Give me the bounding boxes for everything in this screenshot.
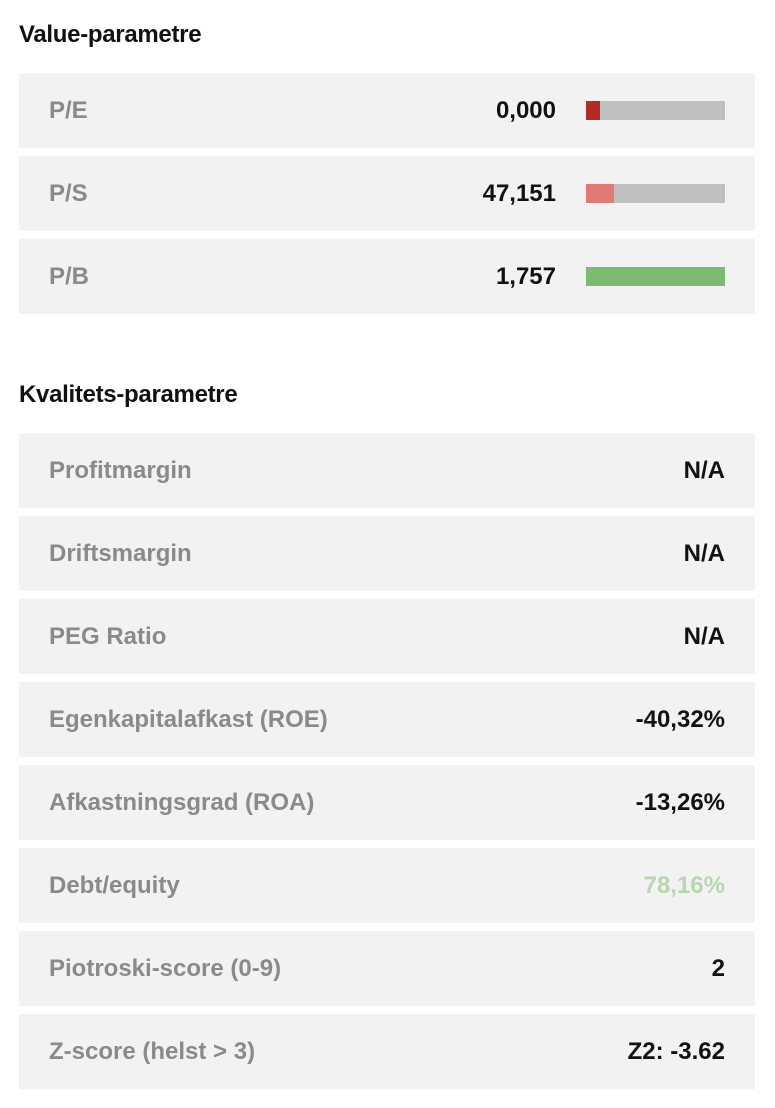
value-row-pe: P/E 0,000 [19, 73, 755, 148]
value-row-ps: P/S 47,151 [19, 156, 755, 231]
quality-parameter-list: Profitmargin N/A Driftsmargin N/A PEG Ra… [19, 433, 755, 1097]
quality-row-debt-equity: Debt/equity 78,16% [19, 848, 755, 923]
quality-row-z-score: Z-score (helst > 3) Z2: -3.62 [19, 1014, 755, 1089]
value-row-value: 0,000 [495, 97, 556, 124]
quality-row-label: Afkastningsgrad (ROA) [49, 789, 315, 816]
value-bar-track [586, 184, 725, 203]
quality-section-title: Kvalitets-parametre [19, 381, 238, 408]
value-section-title: Value-parametre [19, 21, 202, 48]
quality-row-driftsmargin: Driftsmargin N/A [19, 516, 755, 591]
quality-row-value: Z2: -3.62 [627, 1038, 725, 1065]
quality-row-roa: Afkastningsgrad (ROA) -13,26% [19, 765, 755, 840]
quality-row-profitmargin: Profitmargin N/A [19, 433, 755, 508]
quality-row-roe: Egenkapitalafkast (ROE) -40,32% [19, 682, 755, 757]
quality-row-piotroski: Piotroski-score (0-9) 2 [19, 931, 755, 1006]
quality-row-label: Driftsmargin [49, 540, 192, 567]
quality-row-label: Profitmargin [49, 457, 192, 484]
quality-row-label: Z-score (helst > 3) [49, 1038, 256, 1065]
quality-row-label: PEG Ratio [49, 623, 167, 650]
quality-row-value: N/A [683, 540, 725, 567]
quality-row-value: -40,32% [635, 706, 725, 733]
value-bar-fill [586, 101, 600, 120]
quality-row-value: N/A [683, 623, 725, 650]
quality-row-label: Piotroski-score (0-9) [49, 955, 282, 982]
value-row-label: P/E [49, 97, 88, 124]
quality-row-label: Debt/equity [49, 872, 180, 899]
quality-row-value: 78,16% [643, 872, 725, 899]
quality-row-value: N/A [683, 457, 725, 484]
value-row-label: P/B [49, 263, 90, 290]
value-bar-track [586, 267, 725, 286]
quality-row-label: Egenkapitalafkast (ROE) [49, 706, 328, 733]
value-bar-track [586, 101, 725, 120]
quality-row-value: 2 [711, 955, 725, 982]
quality-row-value: -13,26% [635, 789, 725, 816]
value-bar-fill [586, 267, 725, 286]
value-parameter-list: P/E 0,000 P/S 47,151 P/B 1,757 [19, 73, 755, 322]
value-row-label: P/S [49, 180, 88, 207]
value-bar-fill [586, 184, 614, 203]
quality-row-peg-ratio: PEG Ratio N/A [19, 599, 755, 674]
value-row-value: 47,151 [482, 180, 556, 207]
value-row-value: 1,757 [495, 263, 556, 290]
value-row-pb: P/B 1,757 [19, 239, 755, 314]
